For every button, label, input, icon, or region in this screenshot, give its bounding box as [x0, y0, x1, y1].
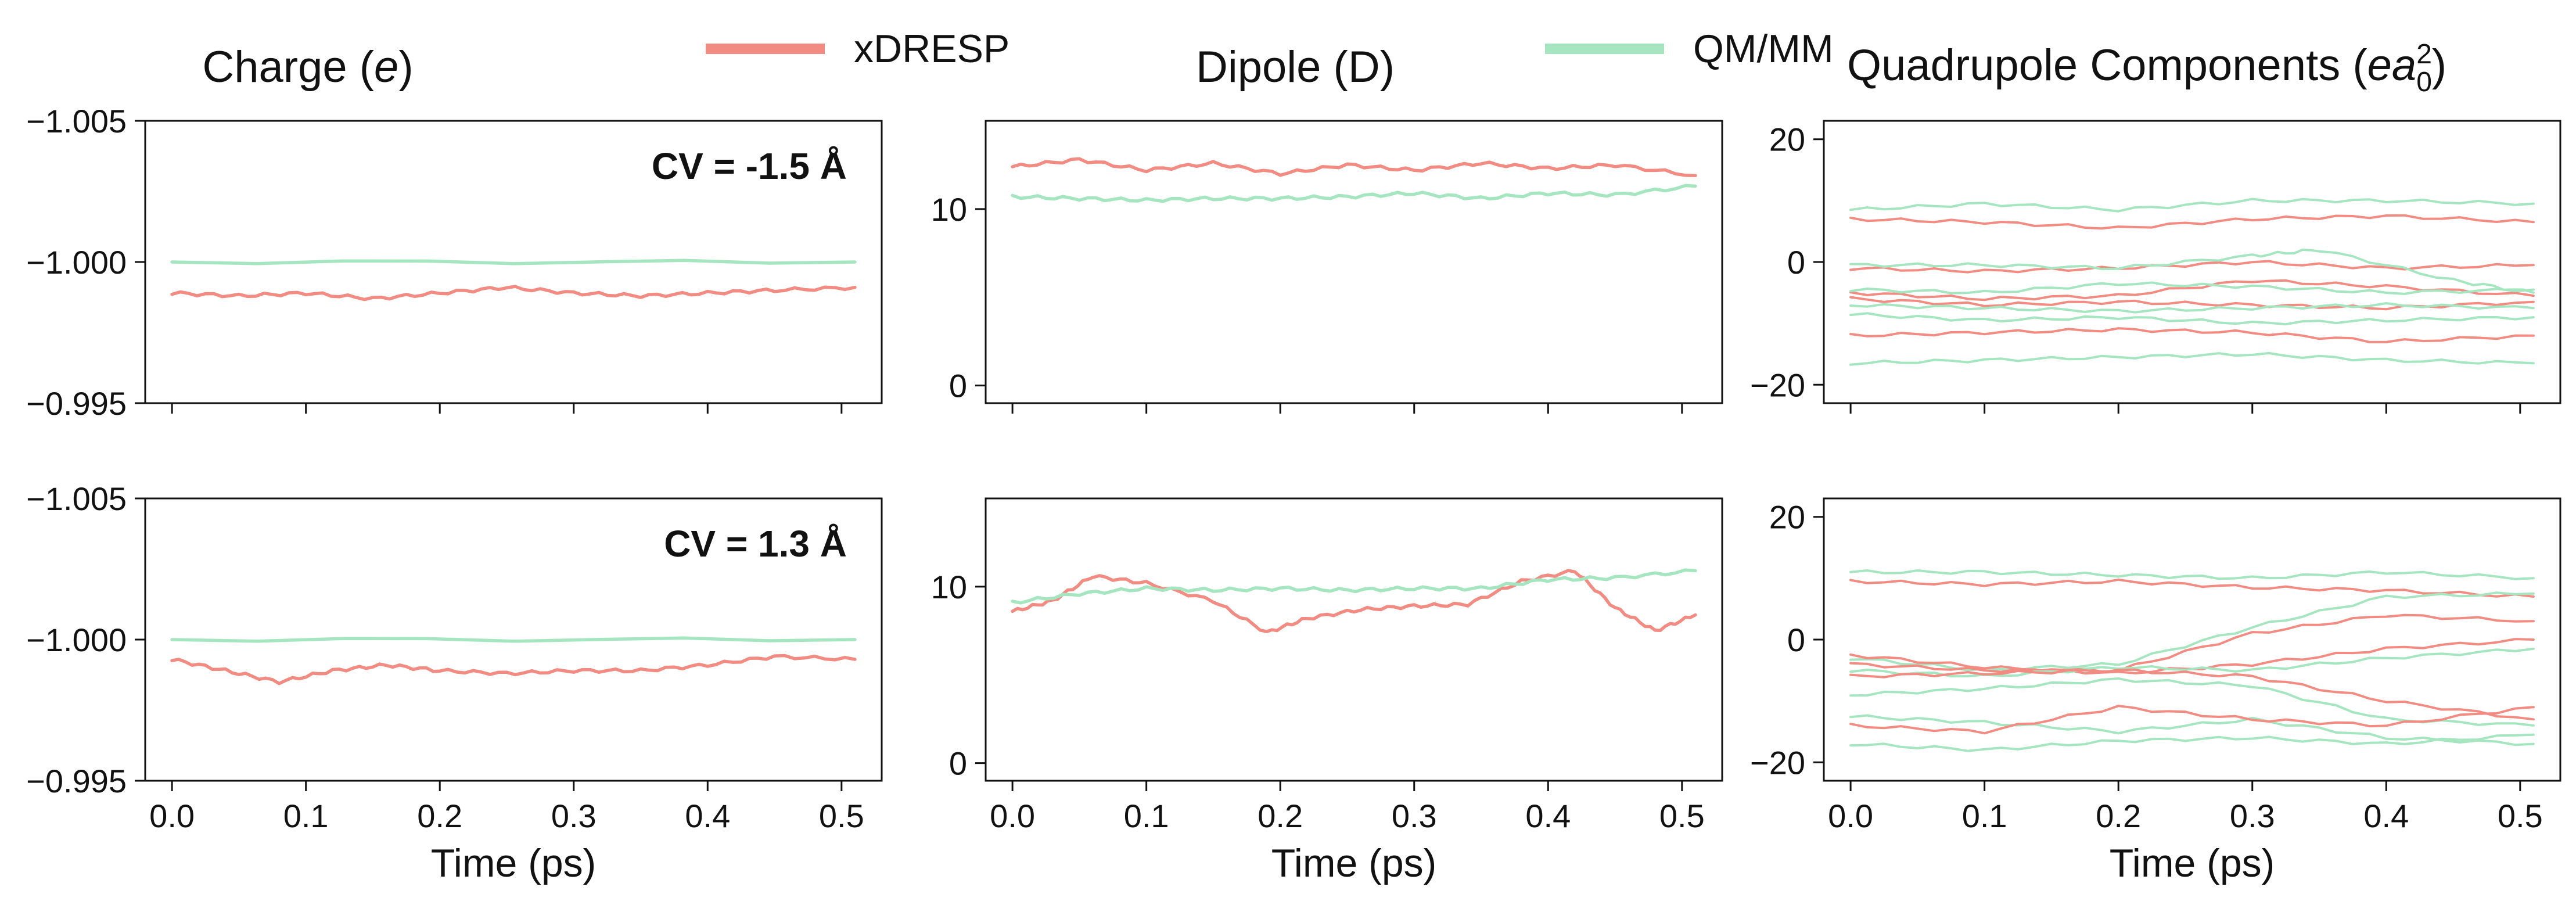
charge-top-y-tick-label-0: −1.005 — [26, 103, 127, 139]
quadrupole-bottom-series-qmmm-10 — [1849, 733, 2535, 752]
quadrupole-bottom-series-xdresp-9 — [1849, 705, 2535, 735]
legend-qmmm-swatch — [1545, 44, 1664, 54]
charge-title-symbol: e — [374, 42, 399, 92]
charge-bottom-x-tick-label-5: 0.5 — [819, 798, 864, 834]
charge-bottom-x-tick-label-0: 0.0 — [149, 798, 195, 834]
quadrupole-bottom-y-tick-label-0: 20 — [1769, 499, 1805, 536]
legend-xdresp: xDRESP — [706, 29, 1009, 69]
quadrupole-bottom-series-xdresp-3 — [1849, 613, 2535, 673]
dipole-top-axes-frame — [985, 120, 1723, 404]
quadrupole-title-text: Quadrupole Components ( — [1847, 41, 2367, 91]
charge-bottom-y-tick-label-0: −1.005 — [26, 480, 127, 517]
charge-bottom-series-xdresp-1 — [170, 654, 857, 685]
charge-bottom-y-tick-label-2: −0.995 — [26, 763, 127, 799]
charge-bottom-y-tick-label-1: −1.000 — [26, 622, 127, 658]
dipole-bottom-x-axis-label: Time (ps) — [1271, 841, 1437, 885]
dipole-top-y-tick-label-0: 0 — [949, 368, 967, 404]
quadrupole-bottom-series-qmmm-2 — [1849, 591, 2535, 672]
legend-qmmm: QM/MM — [1545, 29, 1834, 69]
quadrupole-top-series-qmmm-8 — [1849, 312, 2535, 326]
legend-qmmm-label: QM/MM — [1693, 27, 1834, 71]
charge-bottom-x-axis-label: Time (ps) — [431, 841, 597, 885]
quadrupole-column-title: Quadrupole Components (ea 2 0) — [1847, 41, 2567, 96]
dipole-bottom-series-xdresp-0 — [1011, 569, 1697, 633]
dipole-bottom-x-tick-label-3: 0.3 — [1392, 798, 1437, 834]
quadrupole-bottom-series-qmmm-0 — [1849, 569, 2535, 580]
charge-top-series-qmmm-0 — [170, 259, 857, 265]
dipole-bottom-x-tick-label-4: 0.4 — [1525, 798, 1571, 834]
charge-bottom-x-tick-label-1: 0.1 — [283, 798, 329, 834]
quadrupole-bottom-series-qmmm-5 — [1849, 647, 2535, 678]
dipole-column-title: Dipole (D) — [1150, 45, 1440, 89]
charge-bottom-cv-annotation: CV = 1.3 Å — [664, 523, 847, 565]
quadrupole-top-y-tick-label-1: 0 — [1787, 244, 1805, 281]
charge-bottom-x-tick-label-3: 0.3 — [551, 798, 597, 834]
dipole-bottom-x-tick-label-0: 0.0 — [990, 798, 1035, 834]
quadrupole-top-series-qmmm-10 — [1849, 351, 2535, 366]
quadrupole-top-series-qmmm-7 — [1849, 302, 2535, 314]
dipole-bottom-y-tick-label-0: 0 — [949, 745, 967, 782]
quadrupole-bottom-series-xdresp-1 — [1849, 578, 2535, 598]
quadrupole-top-y-tick-label-2: −20 — [1750, 367, 1805, 403]
quadrupole-title-symbol: ea — [2367, 41, 2417, 91]
dipole-bottom-axes-frame — [985, 497, 1723, 782]
dipole-title-text: Dipole (D) — [1195, 42, 1395, 92]
quadrupole-top-series-xdresp-4 — [1849, 279, 2535, 301]
charge-top-y-tick-label-2: −0.995 — [26, 385, 127, 422]
quadrupole-bottom-x-axis-label: Time (ps) — [2110, 841, 2275, 885]
quadrupole-bottom-x-tick-label-5: 0.5 — [2498, 798, 2543, 834]
charge-title-end: ) — [398, 42, 414, 92]
dipole-top-series-qmmm-1 — [1011, 184, 1697, 203]
legend-xdresp-label: xDRESP — [854, 27, 1010, 71]
quadrupole-bottom-series-qmmm-7 — [1849, 677, 2535, 727]
quadrupole-bottom-x-tick-label-0: 0.0 — [1828, 798, 1873, 834]
legend-xdresp-swatch — [706, 44, 825, 54]
dipole-top-y-tick-label-1: 10 — [931, 191, 967, 228]
quadrupole-top-series-xdresp-2 — [1849, 260, 2535, 274]
dipole-bottom-x-tick-label-1: 0.1 — [1124, 798, 1169, 834]
quadrupole-top-series-qmmm-3 — [1849, 249, 2535, 294]
charge-bottom-x-tick-label-4: 0.4 — [685, 798, 730, 834]
quadrupole-bottom-x-tick-label-3: 0.3 — [2230, 798, 2275, 834]
charge-top-cv-annotation: CV = -1.5 Å — [652, 145, 847, 187]
dipole-bottom-y-tick-label-1: 10 — [931, 569, 967, 605]
quadrupole-bottom-series-xdresp-6 — [1849, 668, 2535, 721]
quadrupole-bottom-x-tick-label-4: 0.4 — [2363, 798, 2409, 834]
dipole-bottom-x-tick-label-5: 0.5 — [1659, 798, 1705, 834]
quadrupole-title-end: ) — [2431, 41, 2447, 91]
quadrupole-top-series-qmmm-0 — [1849, 198, 2535, 213]
quadrupole-bottom-y-tick-label-2: −20 — [1750, 744, 1805, 781]
charge-bottom-x-tick-label-2: 0.2 — [417, 798, 462, 834]
quadrupole-top-series-xdresp-9 — [1849, 327, 2535, 343]
quadrupole-bottom-x-tick-label-1: 0.1 — [1962, 798, 2007, 834]
dipole-bottom-x-tick-label-2: 0.2 — [1258, 798, 1303, 834]
quadrupole-title-sub: 0 — [2416, 67, 2432, 98]
charge-title-text: Charge ( — [202, 42, 375, 92]
quadrupole-title-sup: 2 — [2416, 39, 2432, 70]
quadrupole-bottom-y-tick-label-1: 0 — [1787, 622, 1805, 658]
quadrupole-top-y-tick-label-0: 20 — [1769, 121, 1805, 158]
charge-top-series-xdresp-1 — [170, 285, 857, 301]
quadrupole-top-series-xdresp-1 — [1849, 214, 2535, 230]
charge-bottom-series-qmmm-0 — [170, 636, 857, 643]
quadrupole-top-series-qmmm-5 — [1849, 281, 2535, 295]
charge-top-y-tick-label-1: −1.000 — [26, 244, 127, 281]
quadrupole-bottom-x-tick-label-2: 0.2 — [2096, 798, 2141, 834]
dipole-bottom-series-qmmm-1 — [1011, 568, 1697, 605]
charge-column-title: Charge (e) — [139, 45, 476, 89]
dipole-top-series-xdresp-0 — [1011, 157, 1697, 177]
quadrupole-bottom-series-qmmm-8 — [1849, 714, 2535, 746]
